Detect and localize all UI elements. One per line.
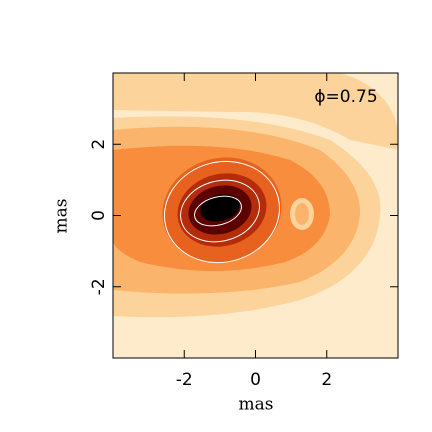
x-tick-label: 2	[321, 370, 332, 390]
intensity-level	[200, 194, 240, 222]
y-tick-label: 2	[89, 139, 109, 150]
intensity-level	[113, 73, 398, 150]
intensity-level	[295, 203, 309, 225]
x-tick-label: -2	[176, 370, 193, 390]
annotation: ϕ=0.75	[314, 87, 377, 107]
x-axis-label: mas	[239, 395, 274, 415]
x-tick-label: 0	[250, 370, 261, 390]
image	[113, 73, 398, 358]
y-tick-label: 0	[89, 210, 109, 221]
y-tick-label: -2	[89, 278, 109, 295]
y-axis-label: mas	[52, 199, 72, 234]
